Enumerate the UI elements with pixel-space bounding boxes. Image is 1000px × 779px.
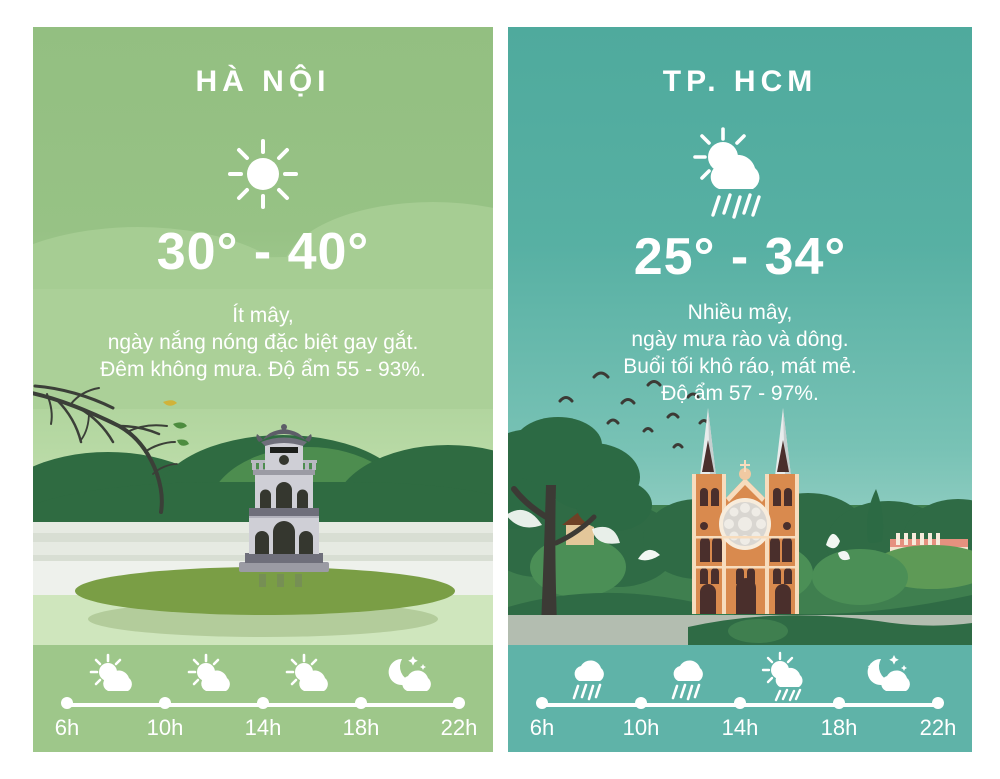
weather-description-hcm: Nhiều mây, ngày mưa rào và dông. Buổi tố… bbox=[508, 299, 972, 407]
sun-cloud-rain-icon bbox=[760, 651, 820, 702]
timeline-dot[interactable] bbox=[453, 697, 465, 709]
notre-dame-cathedral-illustration bbox=[692, 408, 799, 614]
sun-cloud-icon bbox=[88, 653, 144, 697]
description-line: ngày mưa rào và dông. bbox=[631, 328, 849, 351]
page-title-hanoi: HÀ NỘI bbox=[195, 65, 331, 98]
cloud-rain-icon bbox=[565, 653, 619, 701]
timeline-label-22h: 22h bbox=[440, 715, 478, 740]
timeline-dot[interactable] bbox=[61, 697, 73, 709]
temperature-range-hanoi: 30° - 40° bbox=[156, 223, 370, 281]
timeline-label-10h: 10h bbox=[622, 715, 660, 740]
hanoi-hill-band bbox=[33, 289, 493, 409]
bare-tree-branch-illustration bbox=[33, 384, 189, 514]
timeline-label-10h: 10h bbox=[146, 715, 184, 740]
turtle-tower-illustration bbox=[239, 424, 329, 587]
sun-cloud-icon bbox=[186, 653, 242, 697]
description-line: Độ ẩm 57 - 97%. bbox=[661, 382, 819, 405]
timeline-dot[interactable] bbox=[159, 697, 171, 709]
city-card-hcm[interactable]: TP. HCM bbox=[508, 27, 972, 752]
hcm-condition-icon-wrap bbox=[508, 127, 972, 223]
description-line: Ít mây, bbox=[232, 304, 294, 327]
timeline-label-14h: 14h bbox=[721, 715, 759, 740]
moon-cloud-icon bbox=[380, 653, 440, 697]
sun-cloud-rain-icon bbox=[693, 127, 761, 219]
hanoi-hourly-timeline: 6h 10h 14h 18h 22h bbox=[33, 645, 493, 752]
page-title-hcm: TP. HCM bbox=[662, 65, 818, 98]
timeline-dot[interactable] bbox=[635, 697, 647, 709]
description-line: Nhiều mây, bbox=[687, 301, 793, 324]
timeline-dot[interactable] bbox=[355, 697, 367, 709]
timeline-label-18h: 18h bbox=[342, 715, 380, 740]
timeline-dot[interactable] bbox=[257, 697, 269, 709]
timeline-label-6h: 6h bbox=[529, 715, 555, 740]
description-line: Đêm không mưa. Độ ẩm 55 - 93%. bbox=[100, 358, 426, 381]
sun-cloud-icon bbox=[284, 653, 340, 697]
hanoi-island bbox=[75, 567, 455, 615]
description-line: Buổi tối khô ráo, mát mẻ. bbox=[623, 355, 857, 378]
cloud-rain-icon bbox=[664, 653, 718, 701]
timeline-dot[interactable] bbox=[536, 697, 548, 709]
timeline-dot[interactable] bbox=[734, 697, 746, 709]
hcm-hourly-timeline: 6h 10h 14h 18h 22h bbox=[508, 645, 972, 752]
hcm-foreground-bank bbox=[688, 615, 972, 647]
timeline-label-18h: 18h bbox=[820, 715, 858, 740]
timeline-label-14h: 14h bbox=[244, 715, 282, 740]
sun-icon bbox=[228, 139, 298, 209]
description-line: ngày nắng nóng đặc biệt gay gắt. bbox=[107, 331, 419, 354]
temperature-range-hcm: 25° - 34° bbox=[633, 228, 847, 286]
timeline-label-6h: 6h bbox=[54, 715, 80, 740]
hanoi-condition-icon-wrap bbox=[33, 135, 493, 213]
timeline-dot[interactable] bbox=[932, 697, 944, 709]
timeline-label-22h: 22h bbox=[919, 715, 957, 740]
city-card-hanoi[interactable]: HÀ NỘI 30° - 40° Ít mây, ngày nắng nó bbox=[33, 27, 493, 752]
foreground-tree-illustration bbox=[508, 417, 652, 651]
timeline-dot[interactable] bbox=[833, 697, 845, 709]
moon-cloud-icon bbox=[859, 653, 919, 697]
weather-description-hanoi: Ít mây, ngày nắng nóng đặc biệt gay gắt.… bbox=[33, 302, 493, 383]
